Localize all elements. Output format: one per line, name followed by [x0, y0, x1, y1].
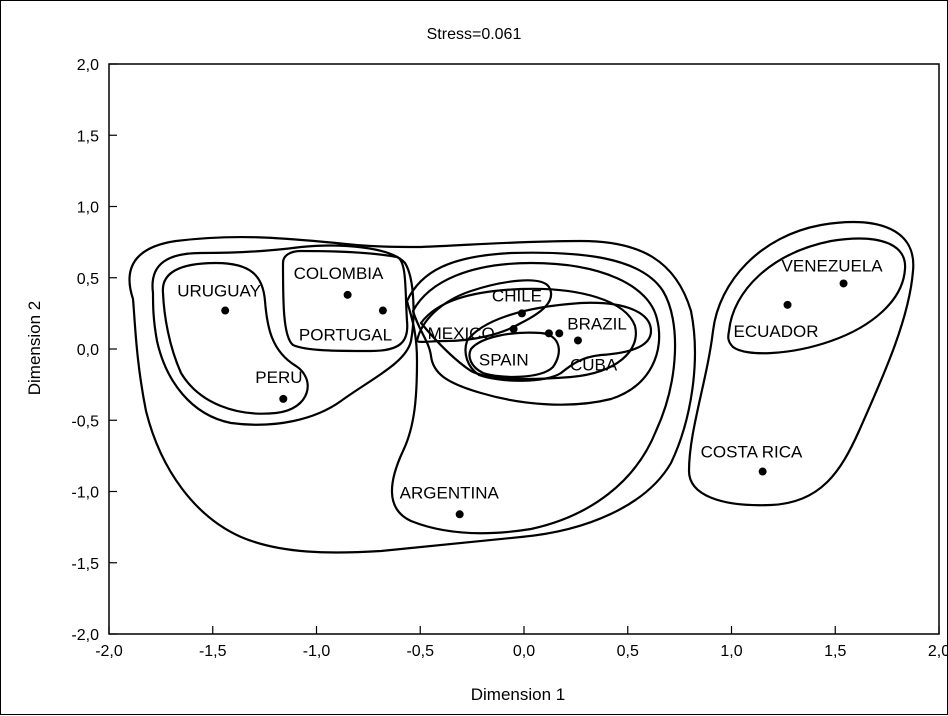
y-tick-label: -2,0 — [71, 627, 99, 644]
contour-center-argentina — [390, 251, 677, 535]
x-tick-label: -0,5 — [406, 643, 434, 660]
x-tick-label: -2,0 — [95, 643, 123, 660]
y-tick-label: 1,0 — [77, 200, 99, 217]
x-tick-label: -1,0 — [303, 643, 331, 660]
point-chile — [517, 309, 526, 318]
cluster-contours — [128, 221, 915, 554]
x-tick-label: 1,0 — [720, 643, 742, 660]
point-argentina — [455, 510, 464, 519]
x-axis-title: Dimension 1 — [471, 685, 566, 704]
contour-right-outer — [687, 221, 915, 507]
x-tick-label: 0,0 — [513, 643, 535, 660]
data-points: URUGUAY COLOMBIA PORTUGAL PERU CHILE MEXICO BR… — [177, 256, 884, 519]
y-tick-label: 1,5 — [77, 128, 99, 145]
point-venezuela — [839, 279, 848, 288]
y-tick-label: 0,5 — [77, 271, 99, 288]
point-label-ecuador: ECUADOR — [734, 322, 819, 341]
point-label-cuba: CUBA — [570, 355, 618, 374]
x-tick-label: 2,0 — [928, 643, 948, 660]
contour-left-group — [151, 244, 415, 426]
point-label-uruguay: URUGUAY — [177, 282, 261, 301]
point-colombia — [343, 290, 352, 299]
chart-title: Stress=0.061 — [427, 26, 522, 43]
y-tick-label: -1,5 — [71, 556, 99, 573]
point-label-portugal: PORTUGAL — [299, 326, 392, 345]
x-tick-label: 0,5 — [617, 643, 639, 660]
x-tick-label: -1,5 — [199, 643, 227, 660]
contour-right-inner — [727, 237, 907, 355]
y-tick-label: -1,0 — [71, 485, 99, 502]
point-label-mexico: MEXICO — [428, 324, 495, 343]
point-spain — [544, 329, 553, 338]
y-axis-title: Dimension 2 — [25, 301, 44, 396]
point-label-peru: PERU — [255, 368, 302, 387]
contour-brazil-spain-cuba — [464, 301, 653, 382]
point-label-spain: SPAIN — [479, 350, 529, 369]
point-ecuador — [783, 300, 792, 309]
point-mexico — [509, 325, 518, 334]
contour-uruguay-peru — [161, 261, 309, 415]
point-portugal — [378, 306, 387, 315]
contour-spain — [468, 331, 560, 379]
point-costa-rica — [758, 467, 767, 476]
point-label-colombia: COLOMBIA — [294, 264, 384, 283]
x-tick-label: 1,5 — [824, 643, 846, 660]
point-uruguay — [221, 306, 230, 315]
point-cuba — [573, 336, 582, 345]
contour-center-middle — [411, 261, 661, 406]
y-tick-label: 0,0 — [77, 342, 99, 359]
y-tick-label: 2,0 — [77, 57, 99, 74]
point-label-argentina: ARGENTINA — [400, 483, 500, 502]
point-label-costa-rica: COSTA RICA — [701, 443, 803, 462]
y-tick-label: -0,5 — [71, 413, 99, 430]
point-peru — [279, 394, 288, 403]
plot-area — [108, 63, 940, 635]
contour-colombia-portugal — [281, 249, 409, 353]
contour-chile-mexico — [415, 279, 553, 343]
point-label-chile: CHILE — [492, 286, 542, 305]
point-label-brazil: BRAZIL — [567, 314, 627, 333]
axis-ticks: -2,0 -1,5 -1,0 -0,5 0,0 0,5 1,0 1,5 2,0 2,0 1,5 1,0… — [71, 57, 948, 660]
point-label-venezuela: VENEZUELA — [782, 256, 884, 275]
point-brazil — [555, 329, 564, 338]
contour-outer-left — [128, 235, 696, 554]
